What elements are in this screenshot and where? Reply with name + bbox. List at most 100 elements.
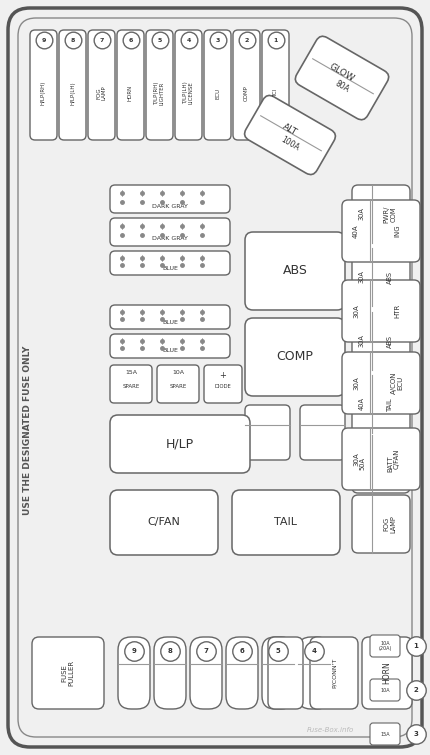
Text: 1: 1 bbox=[273, 38, 278, 42]
FancyBboxPatch shape bbox=[268, 637, 303, 709]
Text: 40A: 40A bbox=[353, 224, 359, 238]
FancyBboxPatch shape bbox=[110, 218, 230, 246]
FancyBboxPatch shape bbox=[342, 280, 420, 342]
FancyBboxPatch shape bbox=[352, 185, 410, 243]
Text: C/FAN: C/FAN bbox=[394, 448, 400, 470]
Text: 15A: 15A bbox=[380, 732, 390, 736]
FancyBboxPatch shape bbox=[352, 312, 410, 370]
Text: 30A: 30A bbox=[359, 334, 365, 347]
Text: 9: 9 bbox=[41, 38, 46, 42]
Text: 8: 8 bbox=[71, 38, 75, 42]
Text: DARK GRAY: DARK GRAY bbox=[152, 204, 188, 208]
FancyBboxPatch shape bbox=[110, 185, 230, 213]
FancyBboxPatch shape bbox=[300, 405, 345, 460]
Text: ABS: ABS bbox=[283, 264, 307, 278]
Text: SPARE: SPARE bbox=[169, 384, 187, 390]
FancyBboxPatch shape bbox=[298, 637, 330, 709]
Text: FOG
LAMP: FOG LAMP bbox=[384, 515, 396, 533]
Text: TAIL: TAIL bbox=[274, 517, 298, 527]
Text: 2: 2 bbox=[414, 687, 418, 693]
FancyBboxPatch shape bbox=[362, 637, 412, 709]
FancyBboxPatch shape bbox=[352, 435, 410, 493]
Text: BLUE: BLUE bbox=[162, 349, 178, 353]
FancyBboxPatch shape bbox=[352, 375, 410, 433]
Text: ALT: ALT bbox=[281, 122, 299, 137]
Text: 9: 9 bbox=[132, 649, 136, 655]
FancyBboxPatch shape bbox=[204, 30, 231, 140]
FancyBboxPatch shape bbox=[157, 365, 199, 403]
Text: 8: 8 bbox=[168, 649, 172, 655]
FancyBboxPatch shape bbox=[110, 251, 230, 275]
Text: H/LP(LH): H/LP(LH) bbox=[70, 82, 75, 105]
FancyBboxPatch shape bbox=[18, 18, 412, 737]
Text: 30A: 30A bbox=[359, 208, 365, 220]
Text: H/LP: H/LP bbox=[166, 437, 194, 451]
FancyBboxPatch shape bbox=[245, 318, 345, 396]
Text: T/LP(RH)
LIGHTER: T/LP(RH) LIGHTER bbox=[154, 82, 165, 105]
Text: 80A: 80A bbox=[333, 79, 351, 94]
Text: 7: 7 bbox=[203, 649, 209, 655]
FancyBboxPatch shape bbox=[262, 30, 289, 140]
FancyBboxPatch shape bbox=[190, 637, 222, 709]
FancyBboxPatch shape bbox=[233, 30, 260, 140]
Text: 2: 2 bbox=[244, 38, 249, 42]
FancyBboxPatch shape bbox=[370, 723, 400, 745]
Text: 6: 6 bbox=[240, 649, 244, 655]
FancyBboxPatch shape bbox=[110, 305, 230, 329]
Text: 5: 5 bbox=[276, 649, 280, 655]
FancyBboxPatch shape bbox=[110, 490, 218, 555]
Text: FUSE
PULLER: FUSE PULLER bbox=[61, 660, 74, 686]
FancyBboxPatch shape bbox=[352, 248, 410, 306]
FancyBboxPatch shape bbox=[342, 200, 420, 262]
Text: C/FAN: C/FAN bbox=[147, 517, 181, 527]
FancyBboxPatch shape bbox=[245, 95, 335, 174]
FancyBboxPatch shape bbox=[117, 30, 144, 140]
Text: P/CONN'T: P/CONN'T bbox=[332, 658, 337, 689]
FancyBboxPatch shape bbox=[204, 365, 242, 403]
Text: COMP: COMP bbox=[244, 85, 249, 101]
Text: BLUE: BLUE bbox=[162, 319, 178, 325]
Text: PWR/
COM: PWR/ COM bbox=[384, 205, 396, 223]
Text: 4: 4 bbox=[186, 38, 190, 42]
FancyBboxPatch shape bbox=[154, 637, 186, 709]
Text: HORN: HORN bbox=[383, 661, 391, 684]
Text: 30A: 30A bbox=[353, 304, 359, 318]
Text: HTR: HTR bbox=[394, 304, 400, 318]
FancyBboxPatch shape bbox=[342, 428, 420, 490]
Text: 3: 3 bbox=[414, 731, 418, 737]
Text: Fuse-Box.info: Fuse-Box.info bbox=[306, 727, 353, 733]
Text: 5: 5 bbox=[157, 38, 162, 42]
Text: TAIL: TAIL bbox=[387, 397, 393, 411]
Text: 100A: 100A bbox=[279, 135, 301, 153]
Text: 4: 4 bbox=[311, 649, 316, 655]
Text: 3: 3 bbox=[215, 38, 220, 42]
Text: SPARE: SPARE bbox=[123, 384, 140, 390]
FancyBboxPatch shape bbox=[175, 30, 202, 140]
Text: COMP: COMP bbox=[276, 350, 313, 363]
Text: H/LP(RH): H/LP(RH) bbox=[41, 81, 46, 105]
Text: TCI: TCI bbox=[273, 89, 278, 97]
Text: 6: 6 bbox=[128, 38, 133, 42]
Text: 40A: 40A bbox=[359, 397, 365, 411]
Text: BATT: BATT bbox=[387, 456, 393, 473]
FancyBboxPatch shape bbox=[262, 637, 294, 709]
Text: USE THE DESIGNATED FUSE ONLY: USE THE DESIGNATED FUSE ONLY bbox=[24, 345, 33, 515]
Text: FOG
LAMP: FOG LAMP bbox=[96, 85, 107, 100]
Text: 50A: 50A bbox=[359, 458, 365, 470]
FancyBboxPatch shape bbox=[226, 637, 258, 709]
Text: BLUE: BLUE bbox=[162, 266, 178, 270]
Text: 7: 7 bbox=[99, 38, 104, 42]
FancyBboxPatch shape bbox=[245, 405, 290, 460]
FancyBboxPatch shape bbox=[8, 8, 422, 747]
FancyBboxPatch shape bbox=[88, 30, 115, 140]
FancyBboxPatch shape bbox=[110, 365, 152, 403]
FancyBboxPatch shape bbox=[59, 30, 86, 140]
FancyBboxPatch shape bbox=[118, 637, 150, 709]
Text: ABS: ABS bbox=[387, 334, 393, 347]
FancyBboxPatch shape bbox=[370, 679, 400, 701]
Text: HORN: HORN bbox=[128, 85, 133, 101]
FancyBboxPatch shape bbox=[295, 36, 389, 120]
FancyBboxPatch shape bbox=[310, 637, 358, 709]
Text: T/LP(LH)
LICENSE: T/LP(LH) LICENSE bbox=[183, 82, 194, 104]
FancyBboxPatch shape bbox=[342, 352, 420, 414]
